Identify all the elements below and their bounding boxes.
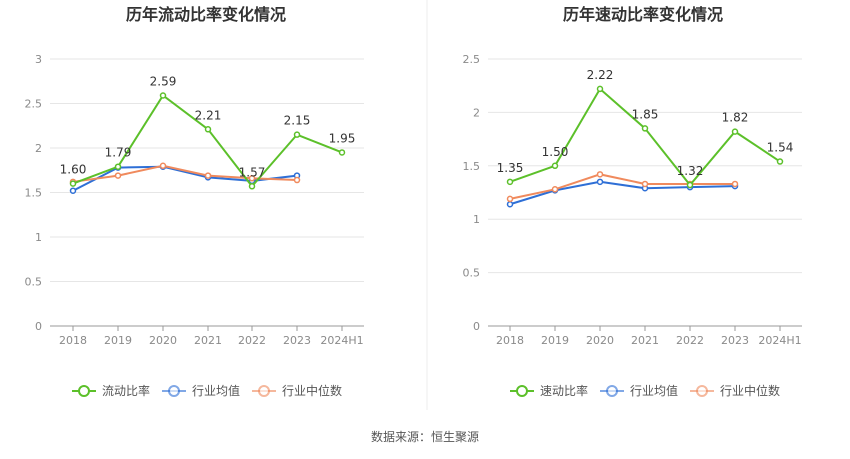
legend-swatch-marker <box>696 385 708 397</box>
data-label: 1.82 <box>722 111 749 125</box>
data-point <box>204 126 212 133</box>
quick-ratio-panel: 历年速动比率变化情况 0 0.5 1 1.5 2 2.5 2018 2019 2020 2021 20… <box>463 5 802 398</box>
legend-label: 行业中位数 <box>720 383 780 398</box>
legend-label: 行业均值 <box>630 383 678 398</box>
x-tick-label: 2019 <box>541 334 569 347</box>
data-point <box>248 183 256 190</box>
x-tick-label: 2023 <box>283 334 311 347</box>
y-tick-label: 2.5 <box>25 98 43 111</box>
current-ratio-panel: 历年流动比率变化情况 0 0.5 1 1.5 2 2.5 3 2018 2019 2020 2021 2… <box>25 5 364 398</box>
x-tick-label: 2019 <box>104 334 132 347</box>
y-tick-label: 0 <box>35 320 42 333</box>
data-point <box>596 171 604 178</box>
y-tick-label: 1.5 <box>463 160 481 173</box>
series-line-avg <box>72 165 298 192</box>
y-tick-label: 1 <box>473 213 480 226</box>
x-tick-label: 2022 <box>676 334 704 347</box>
data-point <box>69 187 77 194</box>
x-tick-label: 2020 <box>586 334 614 347</box>
y-tick-label: 0 <box>473 320 480 333</box>
data-point <box>248 175 256 182</box>
series-line-main <box>509 87 781 187</box>
data-point <box>596 178 604 186</box>
y-tick-label: 3 <box>35 53 42 66</box>
y-tick-label: 0.5 <box>25 276 43 289</box>
data-point <box>506 195 514 203</box>
data-label: 2.22 <box>587 68 614 82</box>
data-label: 1.50 <box>542 145 569 159</box>
data-point <box>69 180 77 187</box>
data-point <box>641 125 649 132</box>
y-tick-label: 2 <box>35 142 42 155</box>
data-point <box>114 163 122 170</box>
x-tick-label: 2021 <box>631 334 659 347</box>
data-label: 1.57 <box>239 165 266 179</box>
legend-label: 行业均值 <box>192 383 240 398</box>
data-point <box>641 180 649 188</box>
data-point <box>293 176 301 184</box>
legend-swatch-marker <box>78 385 90 397</box>
x-tick-label: 2024H1 <box>320 334 363 347</box>
data-label: 2.21 <box>195 108 222 122</box>
data-point <box>731 180 739 188</box>
data-label: 2.59 <box>150 74 177 88</box>
series-line-avg <box>509 180 736 206</box>
y-tick-label: 1.5 <box>25 187 43 200</box>
source-note: 数据来源：恒生聚源 <box>370 430 479 444</box>
data-label: 1.85 <box>632 107 659 121</box>
data-point <box>596 85 604 93</box>
legend-swatch-marker <box>606 385 618 397</box>
data-point <box>551 162 559 170</box>
series-line-median <box>509 173 735 200</box>
legend-swatch-marker <box>258 385 270 397</box>
x-tick-label: 2022 <box>238 334 266 347</box>
data-point <box>731 128 739 135</box>
data-label: 1.60 <box>60 163 87 177</box>
x-tick-label: 2024H1 <box>758 334 801 347</box>
data-point <box>114 172 122 179</box>
data-point <box>506 200 514 208</box>
data-label: 1.54 <box>767 141 794 155</box>
data-point <box>551 186 559 193</box>
x-tick-label: 2018 <box>59 334 87 347</box>
legend-label: 速动比率 <box>540 383 588 398</box>
y-tick-label: 2 <box>473 106 480 119</box>
x-tick-label: 2021 <box>194 334 222 347</box>
data-point <box>776 158 784 165</box>
x-tick-label: 2023 <box>721 334 749 347</box>
data-point <box>338 149 346 156</box>
data-label: 1.95 <box>329 131 356 145</box>
data-point <box>204 172 212 179</box>
data-point <box>506 178 514 186</box>
data-point <box>159 162 167 170</box>
data-label: 1.79 <box>105 146 132 160</box>
legend-swatch-marker <box>516 385 528 397</box>
y-tick-label: 0.5 <box>463 267 481 280</box>
legend-label: 行业中位数 <box>282 383 342 398</box>
data-label: 1.35 <box>497 161 524 175</box>
legend-swatch-marker <box>168 385 180 397</box>
data-point <box>159 92 167 99</box>
x-tick-label: 2020 <box>149 334 177 347</box>
y-tick-label: 2.5 <box>463 53 481 66</box>
data-point <box>686 181 694 189</box>
chart-title: 历年速动比率变化情况 <box>563 5 723 24</box>
legend-label: 流动比率 <box>102 383 150 398</box>
x-tick-label: 2018 <box>496 334 524 347</box>
chart-title: 历年流动比率变化情况 <box>126 5 286 24</box>
data-point <box>293 131 301 138</box>
data-label: 2.15 <box>284 114 311 128</box>
data-label: 1.32 <box>677 164 704 178</box>
y-tick-label: 1 <box>35 231 42 244</box>
